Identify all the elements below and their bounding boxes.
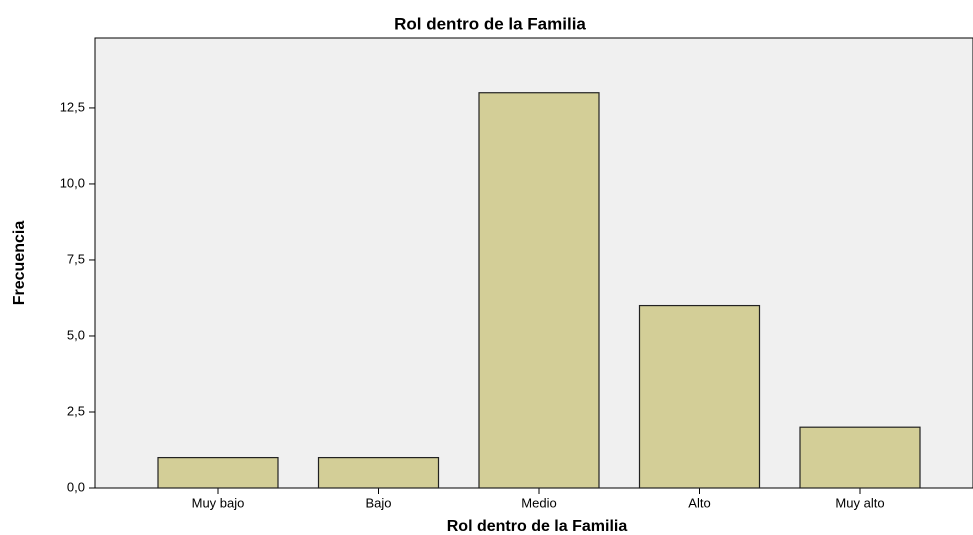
x-tick-label: Bajo <box>365 495 391 510</box>
y-tick-label: 0,0 <box>67 479 85 494</box>
bar <box>638 304 761 489</box>
y-tick-label: 7,5 <box>67 251 85 266</box>
bar <box>799 426 921 489</box>
y-tick-label: 5,0 <box>67 327 85 342</box>
y-tick-label: 12,5 <box>60 99 85 114</box>
x-tick-label: Alto <box>688 495 710 510</box>
x-axis-title: Rol dentro de la Familia <box>447 518 628 535</box>
chart-title: Rol dentro de la Familia <box>394 14 586 33</box>
bar <box>478 92 600 489</box>
bar <box>157 456 279 489</box>
x-tick-label: Muy bajo <box>192 495 245 510</box>
bar <box>317 456 440 489</box>
y-axis-title: Frecuencia <box>11 221 28 306</box>
y-tick-label: 2,5 <box>67 403 85 418</box>
x-tick-label: Medio <box>521 495 556 510</box>
y-tick-label: 10,0 <box>60 175 85 190</box>
x-tick-label: Muy alto <box>835 495 884 510</box>
